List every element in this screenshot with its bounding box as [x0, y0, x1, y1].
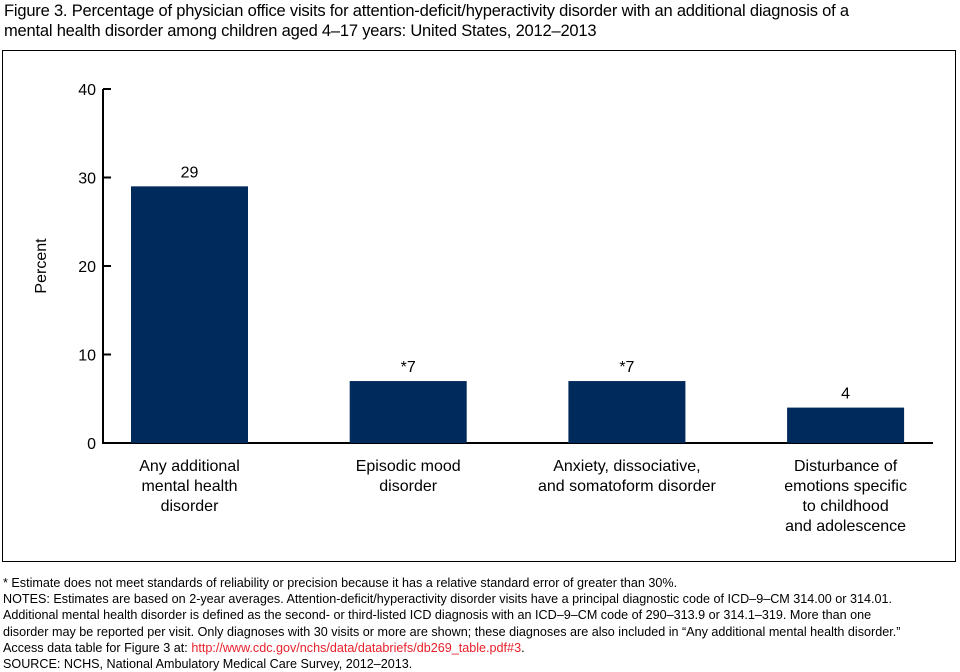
x-category-label: disorder	[161, 498, 219, 515]
figure-title-line: Figure 3. Percentage of physician office…	[4, 2, 849, 20]
x-axis-categories: Any additional mental health disorder Episo…	[139, 458, 907, 535]
y-tick-label: 20	[78, 259, 96, 276]
notes-line: Additional mental health disorder is def…	[3, 608, 872, 623]
source-note: SOURCE: NCHS, National Ambulatory Medica…	[3, 657, 413, 672]
notes-line: NOTES: Estimates are based on 2-year ave…	[3, 592, 893, 607]
bar	[131, 186, 248, 443]
bar-value-label: 4	[841, 386, 850, 403]
x-category-label: and adolescence	[785, 518, 906, 535]
figure-title: Figure 3. Percentage of physician office…	[4, 1, 959, 41]
x-category-label: emotions specific	[784, 478, 907, 495]
bar-value-label: *7	[401, 359, 416, 376]
bar-value-label: *7	[619, 359, 634, 376]
figure-title-line: mental health disorder among children ag…	[4, 22, 597, 40]
y-tick-label: 30	[78, 171, 96, 188]
x-category-label: disorder	[379, 478, 437, 495]
access-line: Access data table for Figure 3 at: http:…	[3, 640, 958, 656]
y-tick-label: 10	[78, 348, 96, 365]
y-tick-label: 0	[87, 436, 96, 453]
data-table-link[interactable]: http://www.cdc.gov/nchs/data/databriefs/…	[191, 640, 522, 655]
x-category-label: Anxiety, dissociative,	[553, 458, 700, 475]
x-category-label: mental health	[141, 478, 237, 495]
x-category-label: and somatoform disorder	[538, 478, 717, 495]
y-axis: 0 10 20 30 40	[78, 82, 933, 453]
notes-line: disorder may be reported per visit. Only…	[3, 624, 901, 639]
x-category-label: Episodic mood	[356, 458, 461, 475]
x-category-label: Any additional	[139, 458, 240, 475]
x-category-label: Disturbance of	[794, 458, 898, 475]
bar	[787, 407, 905, 443]
access-suffix: .	[521, 640, 525, 655]
chart-frame	[2, 50, 956, 562]
bars: 29 *7 *7 4	[131, 164, 905, 443]
figure-notes: * Estimate does not meet standards of re…	[3, 575, 958, 672]
access-prefix: Access data table for Figure 3 at:	[3, 640, 192, 655]
y-tick-label: 40	[78, 82, 96, 99]
x-category-label: to childhood	[802, 498, 888, 515]
y-axis-label: Percent	[33, 238, 50, 294]
asterisk-note: * Estimate does not meet standards of re…	[3, 576, 678, 590]
bar-value-label: 29	[181, 164, 199, 181]
bar	[349, 381, 467, 443]
bar	[568, 381, 686, 443]
